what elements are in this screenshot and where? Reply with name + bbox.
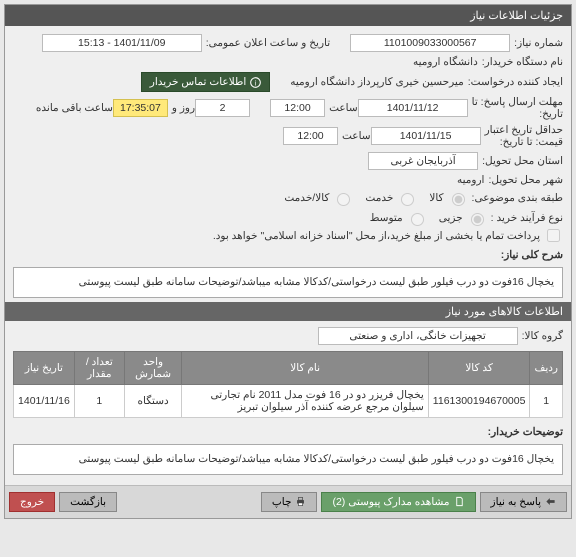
deadline-time-label: ساعت xyxy=(325,102,358,114)
th-row: ردیف xyxy=(530,351,563,384)
td-code: 1161300194670005 xyxy=(428,384,530,417)
cat-both-option[interactable]: کالا/خدمت xyxy=(284,190,353,206)
exit-button[interactable]: خروج xyxy=(9,492,55,512)
p-medium-radio xyxy=(411,213,424,226)
info-icon: i xyxy=(250,77,261,88)
cat-service-option[interactable]: خدمت xyxy=(365,190,417,206)
row-category: طبقه بندی موضوعی: کالا خدمت کالا/خدمت xyxy=(13,188,563,208)
td-qty: 1 xyxy=(74,384,124,417)
group-value: تجهیزات خانگی، اداری و صنعتی xyxy=(318,327,518,345)
row-purchase: نوع فرآیند خرید : جزیی متوسط پرداخت تمام… xyxy=(13,208,563,247)
td-date: 1401/11/16 xyxy=(14,384,75,417)
desc-box: یخچال 16فوت دو درب فیلور طبق لیست درخواس… xyxy=(13,267,563,298)
btn-group-right: پاسخ به نیاز مشاهده مدارک پیوستی (2) چاپ xyxy=(261,492,567,512)
contact-button-label: اطلاعات تماس خریدار xyxy=(150,76,246,88)
desc-label: شرح کلی نیاز: xyxy=(497,249,563,261)
contact-button[interactable]: i اطلاعات تماس خریدار xyxy=(141,72,270,92)
province-label: استان محل تحویل: xyxy=(478,155,563,167)
deadline-date: 1401/11/12 xyxy=(358,99,468,117)
row-need-no: شماره نیاز: 1101009033000567 تاریخ و ساع… xyxy=(13,32,563,54)
back-button[interactable]: بازگشت xyxy=(59,492,117,512)
panel-title: جزئیات اطلاعات نیاز xyxy=(5,5,571,26)
city-label: شهر محل تحویل: xyxy=(484,174,563,186)
deadline-label: مهلت ارسال پاسخ: تا تاریخ: xyxy=(468,96,563,120)
row-desc-label: شرح کلی نیاز: xyxy=(13,247,563,263)
panel-body: شماره نیاز: 1101009033000567 تاریخ و ساع… xyxy=(5,26,571,485)
remain-label: ساعت باقی مانده xyxy=(32,102,113,114)
row-buyer: نام دستگاه خریدار: دانشگاه ارومیه xyxy=(13,54,563,70)
btn-group-left: بازگشت خروج xyxy=(9,492,117,512)
items-table: ردیف کد کالا نام کالا واحد شمارش تعداد /… xyxy=(13,351,563,418)
row-buyer-note-label: توضیحات خریدار: xyxy=(13,424,563,440)
buyer-note-box: یخچال 16فوت دو درب فیلور طبق لیست درخواس… xyxy=(13,444,563,475)
row-validity: حداقل تاریخ اعتبار قیمت: تا تاریخ: 1401/… xyxy=(13,122,563,150)
category-label: طبقه بندی موضوعی: xyxy=(468,192,563,204)
p-note-check xyxy=(547,229,560,242)
buyer-value: دانشگاه ارومیه xyxy=(413,56,478,68)
attachments-button[interactable]: مشاهده مدارک پیوستی (2) xyxy=(321,492,475,512)
deadline-time: 12:00 xyxy=(270,99,325,117)
print-icon xyxy=(295,496,306,507)
announce-label: تاریخ و ساعت اعلان عمومی: xyxy=(202,37,330,49)
items-header: اطلاعات کالاهای مورد نیاز xyxy=(5,302,571,321)
days-remaining: 2 xyxy=(195,99,250,117)
buyer-label: نام دستگاه خریدار: xyxy=(478,56,563,68)
p-minor-radio xyxy=(471,213,484,226)
days-label: روز و xyxy=(168,102,195,114)
p-minor-option[interactable]: جزیی xyxy=(439,210,487,226)
row-deadline: مهلت ارسال پاسخ: تا تاریخ: 1401/11/12 سا… xyxy=(13,94,563,122)
th-code: کد کالا xyxy=(428,351,530,384)
purchase-label: نوع فرآیند خرید : xyxy=(487,212,563,224)
need-no-label: شماره نیاز: xyxy=(510,37,563,49)
row-group: گروه کالا: تجهیزات خانگی، اداری و صنعتی xyxy=(13,325,563,347)
reply-button[interactable]: پاسخ به نیاز xyxy=(480,492,567,512)
creator-label: ایجاد کننده درخواست: xyxy=(464,76,563,88)
row-province: استان محل تحویل: آذربایجان غربی xyxy=(13,150,563,172)
attachment-icon xyxy=(454,496,465,507)
cat-service-radio xyxy=(401,193,414,206)
validity-time-label: ساعت xyxy=(338,130,371,142)
province-value: آذربایجان غربی xyxy=(368,152,478,170)
validity-label: حداقل تاریخ اعتبار قیمت: تا تاریخ: xyxy=(481,124,563,148)
table-header-row: ردیف کد کالا نام کالا واحد شمارش تعداد /… xyxy=(14,351,563,384)
th-qty: تعداد / مقدار xyxy=(74,351,124,384)
group-label: گروه کالا: xyxy=(518,330,563,342)
row-city: شهر محل تحویل: ارومیه xyxy=(13,172,563,188)
announce-value: 1401/11/09 - 15:13 xyxy=(42,34,202,52)
buyer-note-label: توضیحات خریدار: xyxy=(484,426,563,438)
cat-goods-radio xyxy=(452,193,465,206)
need-details-panel: جزئیات اطلاعات نیاز شماره نیاز: 11010090… xyxy=(4,4,572,519)
city-value: ارومیه xyxy=(457,174,484,186)
cat-both-radio xyxy=(337,193,350,206)
td-unit: دستگاه xyxy=(124,384,182,417)
td-name: یخچال فریزر دو در 16 فوت مدل 2011 نام تج… xyxy=(182,384,428,417)
validity-date: 1401/11/15 xyxy=(371,127,481,145)
svg-text:i: i xyxy=(255,80,257,87)
th-name: نام کالا xyxy=(182,351,428,384)
p-medium-option[interactable]: متوسط xyxy=(370,210,427,226)
validity-time: 12:00 xyxy=(283,127,338,145)
reply-icon xyxy=(545,496,556,507)
td-row: 1 xyxy=(530,384,563,417)
button-bar: پاسخ به نیاز مشاهده مدارک پیوستی (2) چاپ… xyxy=(5,485,571,518)
print-button[interactable]: چاپ xyxy=(261,492,318,512)
countdown-timer: 17:35:07 xyxy=(113,99,168,117)
th-date: تاریخ نیاز xyxy=(14,351,75,384)
need-no-value: 1101009033000567 xyxy=(350,34,510,52)
cat-goods-option[interactable]: کالا xyxy=(429,190,467,206)
table-row: 1 1161300194670005 یخچال فریزر دو در 16 … xyxy=(14,384,563,417)
creator-value: میرحسین خیری کارپرداز دانشگاه ارومیه xyxy=(290,76,463,88)
p-note-option[interactable]: پرداخت تمام یا بخشی از مبلغ خرید،از محل … xyxy=(213,226,563,245)
th-unit: واحد شمارش xyxy=(124,351,182,384)
row-creator: ایجاد کننده درخواست: میرحسین خیری کارپرد… xyxy=(13,70,563,94)
